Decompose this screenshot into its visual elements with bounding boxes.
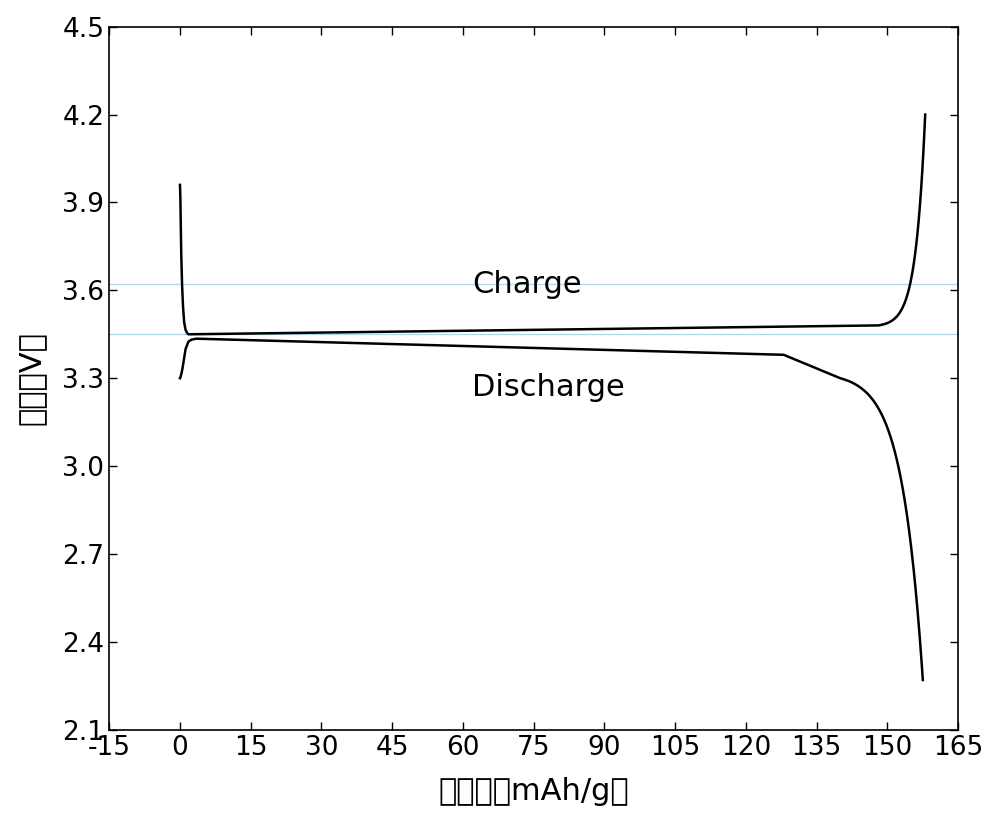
Text: Charge: Charge [472, 270, 582, 299]
X-axis label: 比容量（mAh/g）: 比容量（mAh/g） [438, 778, 629, 807]
Y-axis label: 电压（V）: 电压（V） [17, 332, 46, 425]
Text: Discharge: Discharge [472, 373, 625, 402]
